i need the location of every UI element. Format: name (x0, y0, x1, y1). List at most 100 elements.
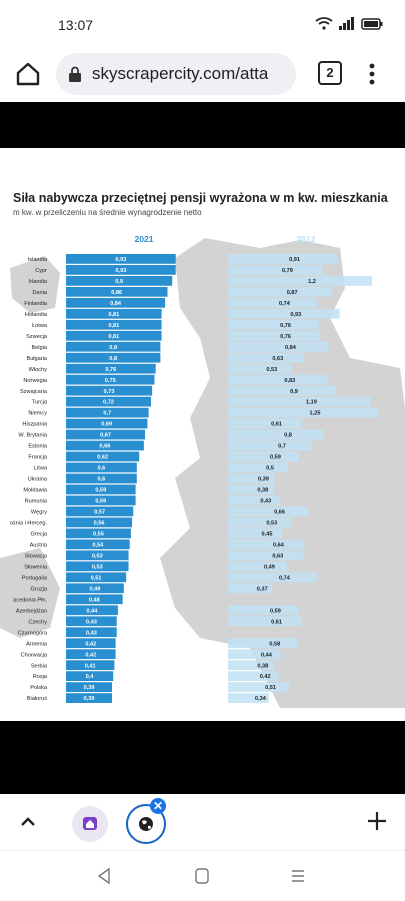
value-label-2012: 0,84 (285, 345, 297, 351)
bar-2021 (66, 660, 115, 671)
category-label: Łotwa (32, 323, 48, 329)
bar-2012 (228, 693, 269, 703)
bar-2012 (228, 561, 287, 572)
bar-2021 (66, 429, 146, 440)
recents-nav-icon[interactable] (290, 868, 306, 884)
bar-2012 (228, 638, 298, 649)
lock-icon (69, 66, 81, 82)
value-label-2012: 0,63 (272, 553, 283, 559)
category-label: Francja (28, 455, 48, 461)
value-label-2012: 0,51 (265, 685, 276, 691)
bar-2021 (66, 440, 144, 451)
value-label-2021: 0,39 (84, 696, 95, 702)
category-label: Austria (30, 542, 48, 548)
value-label-2021: 0,8 (109, 356, 117, 362)
value-label-2021: 0,73 (104, 389, 115, 395)
signal-icon (339, 17, 354, 30)
bar-2021 (66, 363, 156, 374)
bar-2012 (228, 254, 338, 264)
status-bar: 13:07 (0, 0, 405, 48)
bar-2021 (66, 539, 130, 550)
bar-chart: 2021 2012 Islandia 0,93 0,91 Cypr 0,93 0,79 Irla… (0, 234, 405, 708)
chevron-up-icon[interactable] (18, 812, 38, 832)
bar-2021 (66, 286, 168, 297)
globe-icon (139, 817, 153, 831)
home-icon[interactable] (14, 60, 42, 88)
back-nav-icon[interactable] (96, 867, 112, 885)
value-label-2012: 0,8 (284, 433, 292, 439)
category-label: Irlandia (29, 279, 48, 285)
home-tab-button[interactable] (72, 806, 108, 842)
value-label-2012: 1,2 (308, 279, 316, 285)
value-label-2012: 0,61 (271, 619, 282, 625)
category-label: Polska (30, 685, 48, 691)
category-label: Turcja (32, 400, 48, 406)
category-label: Szwecja (26, 334, 48, 340)
value-label-2021: 0,7 (103, 411, 111, 417)
value-label-2012: 0,7 (278, 444, 286, 450)
bar-2012 (228, 682, 290, 692)
value-label-2012: 0,45 (262, 532, 273, 538)
bar-2021 (66, 330, 162, 341)
bar-2012 (228, 264, 323, 275)
bar-2012 (228, 506, 308, 517)
category-label: acedonia Płn. (13, 597, 47, 603)
category-label: Norwegia (23, 378, 48, 384)
bar-2021 (66, 616, 117, 627)
bar-2012 (228, 286, 333, 297)
bar-2012 (228, 539, 305, 550)
category-label: ośnia i Herceg. (10, 521, 48, 527)
bar-2012 (228, 440, 312, 451)
more-menu-icon[interactable] (366, 60, 378, 88)
bar-2012 (228, 297, 317, 308)
value-label-2021: 0,81 (108, 323, 119, 329)
category-label: Szwajcaria (20, 389, 48, 395)
category-label: Finlandia (24, 301, 48, 307)
value-label-2021: 0,75 (105, 378, 116, 384)
bar-2021 (66, 583, 124, 594)
category-label: Ukraina (28, 477, 48, 483)
value-label-2021: 0,81 (108, 334, 119, 340)
bar-2012 (228, 583, 273, 594)
new-tab-icon[interactable] (366, 810, 388, 832)
value-label-2021: 0,93 (115, 268, 126, 274)
value-label-2021: 0,55 (93, 532, 104, 538)
category-label: Słowenia (24, 564, 48, 570)
bottom-toolbar: ✕ (0, 794, 405, 850)
url-text: skyscrapercity.com/atta (92, 64, 269, 83)
bar-2012 (228, 275, 372, 286)
bar-2012 (228, 374, 328, 385)
tab-switcher-button[interactable]: 2 (318, 61, 342, 85)
category-label: Islandia (28, 257, 48, 263)
category-label: Czarnogóra (18, 630, 48, 636)
value-label-2021: 0,67 (100, 433, 111, 439)
value-label-2012: 0,87 (287, 290, 298, 296)
bar-2012 (228, 605, 299, 616)
bar-2021 (66, 484, 136, 495)
value-label-2012: 0,58 (269, 641, 280, 647)
home-nav-icon[interactable] (194, 867, 210, 885)
bar-2012 (228, 550, 304, 561)
bar-2012 (228, 330, 320, 341)
value-label-2012: 0,43 (260, 499, 271, 505)
address-bar[interactable]: skyscrapercity.com/atta (56, 53, 296, 95)
value-label-2012: 0,74 (279, 301, 291, 307)
close-tab-icon[interactable]: ✕ (150, 798, 166, 814)
image-top-border (0, 102, 405, 148)
value-label-2012: 0,53 (266, 367, 277, 373)
bar-2012 (228, 671, 279, 682)
category-label: Belgia (31, 345, 47, 351)
bar-2021 (66, 254, 176, 264)
value-label-2012: 0,38 (257, 488, 268, 494)
bar-2021 (66, 693, 113, 703)
value-label-2012: 0,39 (258, 477, 269, 483)
category-label: Słowacja (25, 553, 48, 559)
category-label: Holandia (25, 312, 48, 318)
bar-2012 (228, 517, 292, 528)
category-label: Litwa (34, 466, 48, 472)
value-label-2012: 0,61 (271, 422, 282, 428)
value-label-2012: 0,5 (266, 466, 274, 472)
bar-2021 (66, 517, 133, 528)
bar-2012 (228, 363, 292, 374)
image-bottom-border (0, 721, 405, 794)
